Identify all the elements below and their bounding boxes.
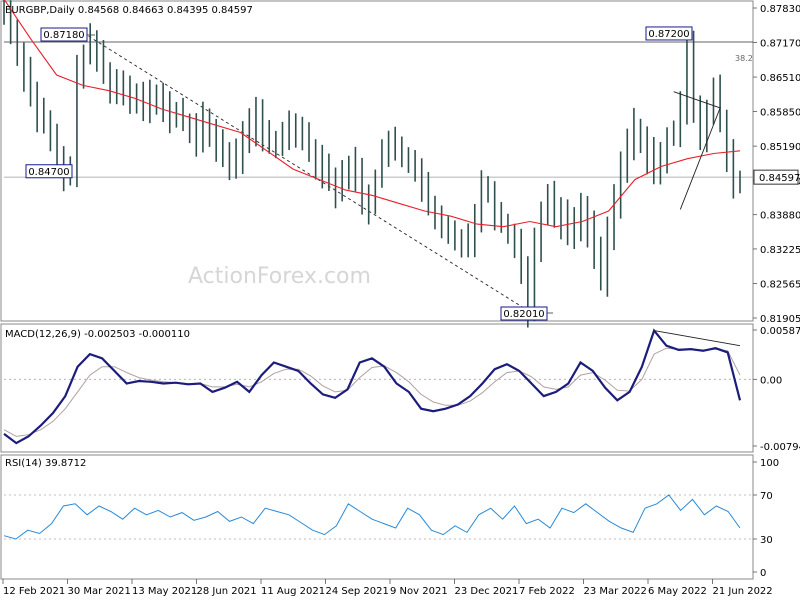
x-tick-label: 6 May 2022: [648, 586, 707, 597]
x-tick-label: 21 Jun 2022: [713, 586, 773, 597]
macd-divergence-line: [654, 330, 741, 347]
rsi-layer: [3, 494, 753, 540]
rsi-tick-label: 100: [760, 458, 779, 469]
macd-tick-label: 0.005872: [760, 326, 800, 337]
rsi-title: RSI(14) 39.8712: [5, 458, 86, 469]
label-low-2022-box: [500, 306, 548, 321]
x-tick-label: 23 Dec 2021: [455, 586, 519, 597]
rsi-tick-label: 30: [760, 535, 773, 546]
price-tick-label: 0.87170: [760, 39, 800, 50]
price-layer: 0.87180 0.84700 0.87200 0.82010: [3, 0, 753, 328]
macd-layer: [3, 328, 753, 445]
moving-average-line: [3, 0, 741, 228]
x-tick-label: 28 Jun 2021: [197, 586, 257, 597]
label-high-2022-box: [645, 26, 693, 41]
label-high-2022: 0.87200: [648, 29, 689, 40]
x-tick-label: 24 Sep 2021: [326, 586, 389, 597]
x-tick-label: 9 Nov 2021: [390, 586, 448, 597]
price-tick-label: 0.81905: [760, 314, 800, 325]
x-tick-label: 30 Mar 2021: [68, 586, 131, 597]
x-tick-label: 7 Feb 2022: [519, 586, 575, 597]
price-tick-label: 0.82565: [760, 279, 800, 290]
label-high-2021-box: [40, 27, 88, 42]
axis-layer: 0.87830 0.87170 0.86510 0.85850 0.85190 0.845…: [2, 4, 800, 597]
fib-level-label: 38.2: [735, 54, 753, 63]
label-high-2021: 0.87180: [43, 30, 84, 41]
macd-tick-label: 0.00: [760, 375, 782, 386]
label-low-2021-box: [25, 164, 73, 179]
rsi-tick-label: 70: [760, 491, 773, 502]
triangle-pattern: [673, 91, 721, 210]
price-tick-label: 0.83880: [760, 211, 800, 222]
label-low-2021: 0.84700: [28, 167, 69, 178]
macd-tick-label: -0.007945: [760, 442, 800, 453]
rsi-panel: [0, 454, 754, 580]
macd-signal-line: [3, 347, 741, 437]
macd-panel: [0, 323, 754, 453]
macd-line: [3, 328, 742, 445]
price-tick-label: 0.85850: [760, 108, 800, 119]
price-tick-label: 0.86510: [760, 73, 800, 84]
x-tick-label: 12 Feb 2021: [3, 586, 65, 597]
price-tick-label: 0.87830: [760, 4, 800, 15]
price-tick-label: 0.85190: [760, 142, 800, 153]
current-price-box: [753, 169, 799, 185]
label-low-2022: 0.82010: [503, 309, 544, 320]
x-tick-label: 23 Mar 2022: [584, 586, 647, 597]
macd-title: MACD(12,26,9) -0.002503 -0.000110: [5, 329, 190, 340]
price-panel: [0, 0, 754, 322]
current-price-label: 0.84597: [759, 173, 800, 184]
chart-title: EURGBP,Daily 0.84568 0.84663 0.84395 0.8…: [5, 5, 253, 16]
x-tick-label: 11 Aug 2021: [261, 586, 325, 597]
price-tick-label: 0.83225: [760, 245, 800, 256]
x-tick-label: 13 May 2021: [132, 586, 197, 597]
rsi-tick-label: 0: [760, 568, 766, 579]
rsi-line: [3, 494, 741, 540]
watermark: ActionForex.com: [188, 264, 371, 289]
